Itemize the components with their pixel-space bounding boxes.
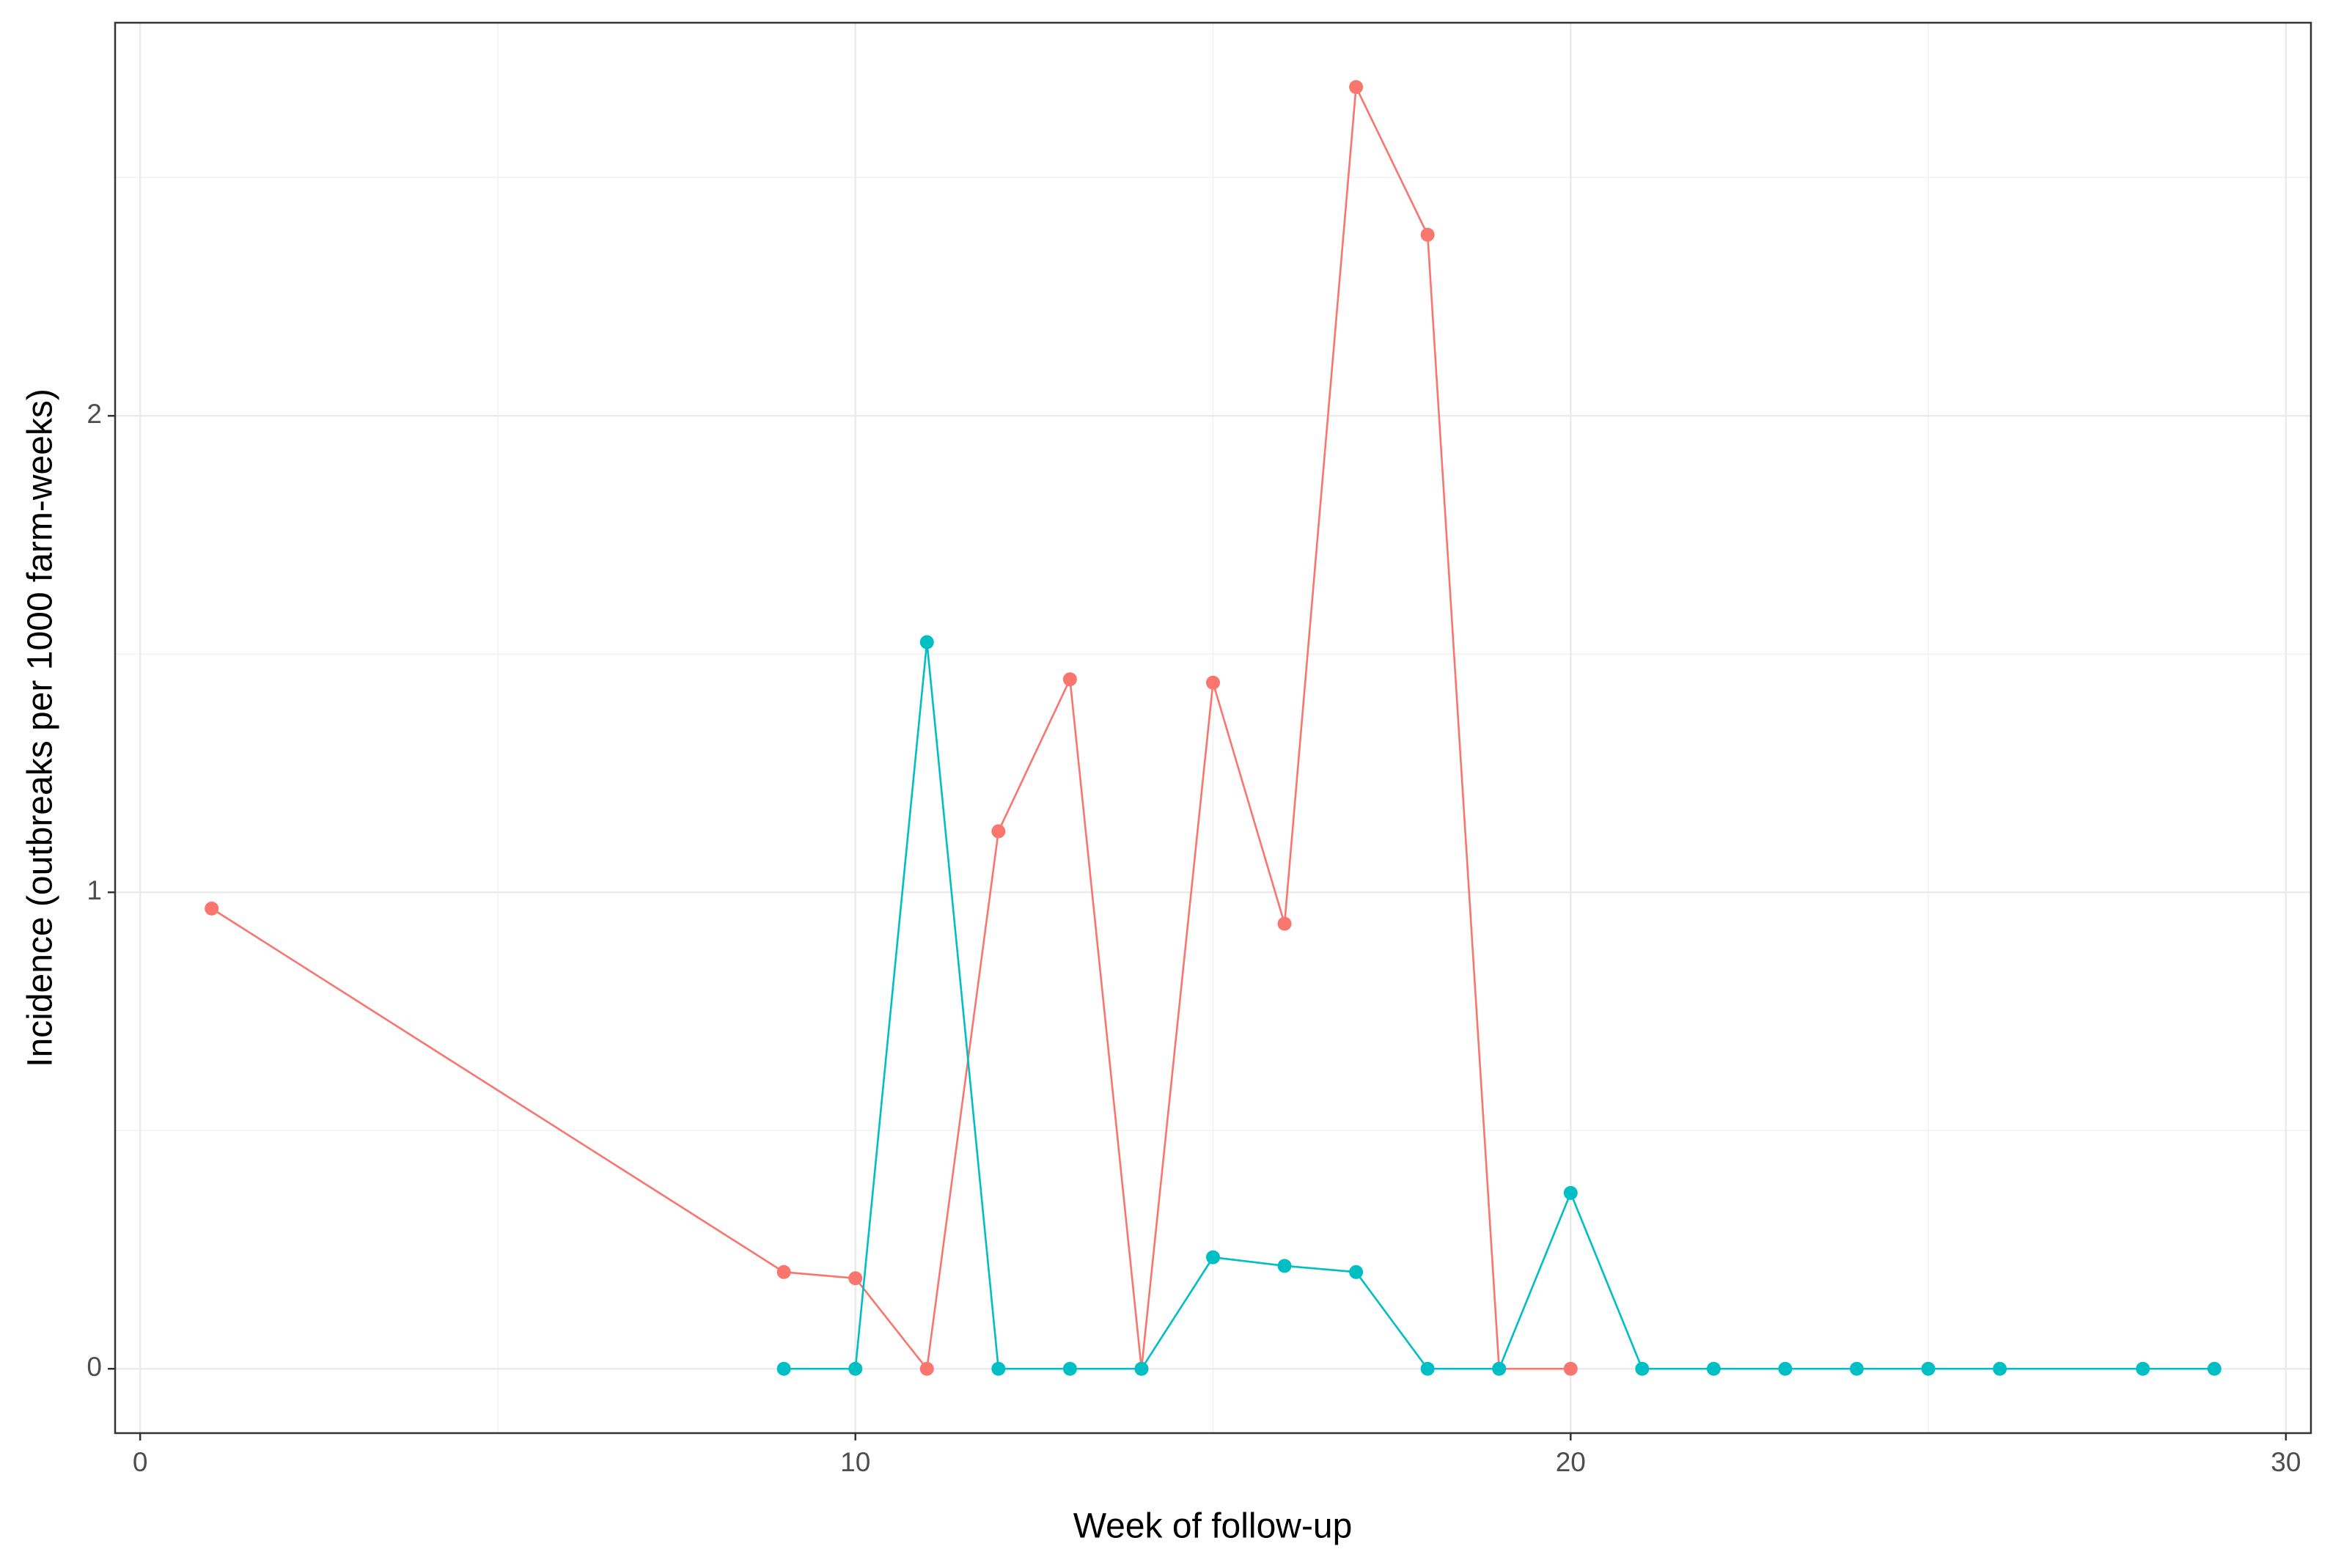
data-point — [776, 1265, 791, 1279]
data-point — [776, 1361, 791, 1376]
data-point — [2136, 1361, 2150, 1376]
grid — [115, 23, 2311, 1433]
data-point — [1349, 80, 1364, 95]
data-point — [1492, 1361, 1507, 1376]
x-axis-title: Week of follow-up — [1073, 1507, 1353, 1546]
x-tick-label: 20 — [1556, 1447, 1586, 1477]
data-point — [1706, 1361, 1721, 1376]
data-point — [1349, 1265, 1364, 1279]
data-point — [2207, 1361, 2221, 1376]
x-tick-label: 0 — [133, 1447, 148, 1477]
data-point — [1062, 1361, 1077, 1376]
data-point — [1850, 1361, 1864, 1376]
data-point — [1635, 1361, 1650, 1376]
plot-marks — [205, 80, 2221, 1376]
series-line — [211, 83, 1571, 1372]
panel-border — [114, 21, 2312, 1435]
data-point — [991, 824, 1006, 839]
data-point — [1062, 672, 1077, 687]
data-point — [1206, 1250, 1220, 1265]
data-point — [919, 635, 934, 649]
y-tick-label: 1 — [87, 875, 102, 905]
data-point — [1563, 1185, 1578, 1200]
data-point — [1206, 675, 1220, 690]
data-point — [1563, 1361, 1578, 1376]
data-point — [1277, 916, 1292, 931]
y-tick-label: 2 — [87, 399, 102, 429]
data-point — [1420, 1361, 1435, 1376]
data-point — [1993, 1361, 2007, 1376]
data-point — [1134, 1361, 1149, 1376]
data-point — [848, 1271, 863, 1286]
data-point — [1921, 1361, 1936, 1376]
x-tick-label: 30 — [2271, 1447, 2301, 1477]
data-point — [1778, 1361, 1793, 1376]
series-line — [784, 641, 2215, 1370]
y-tick-label: 0 — [87, 1352, 102, 1382]
data-point — [1420, 227, 1435, 242]
data-point — [1277, 1259, 1292, 1273]
data-point — [205, 901, 219, 916]
ticks: 0 10 20 30 0 1 2 — [87, 399, 2301, 1477]
data-point — [919, 1361, 934, 1376]
data-point — [848, 1361, 863, 1376]
y-axis-title: Incidence (outbreaks per 1000 farm-weeks… — [21, 389, 60, 1067]
data-point — [991, 1361, 1006, 1376]
x-tick-label: 10 — [840, 1447, 870, 1477]
